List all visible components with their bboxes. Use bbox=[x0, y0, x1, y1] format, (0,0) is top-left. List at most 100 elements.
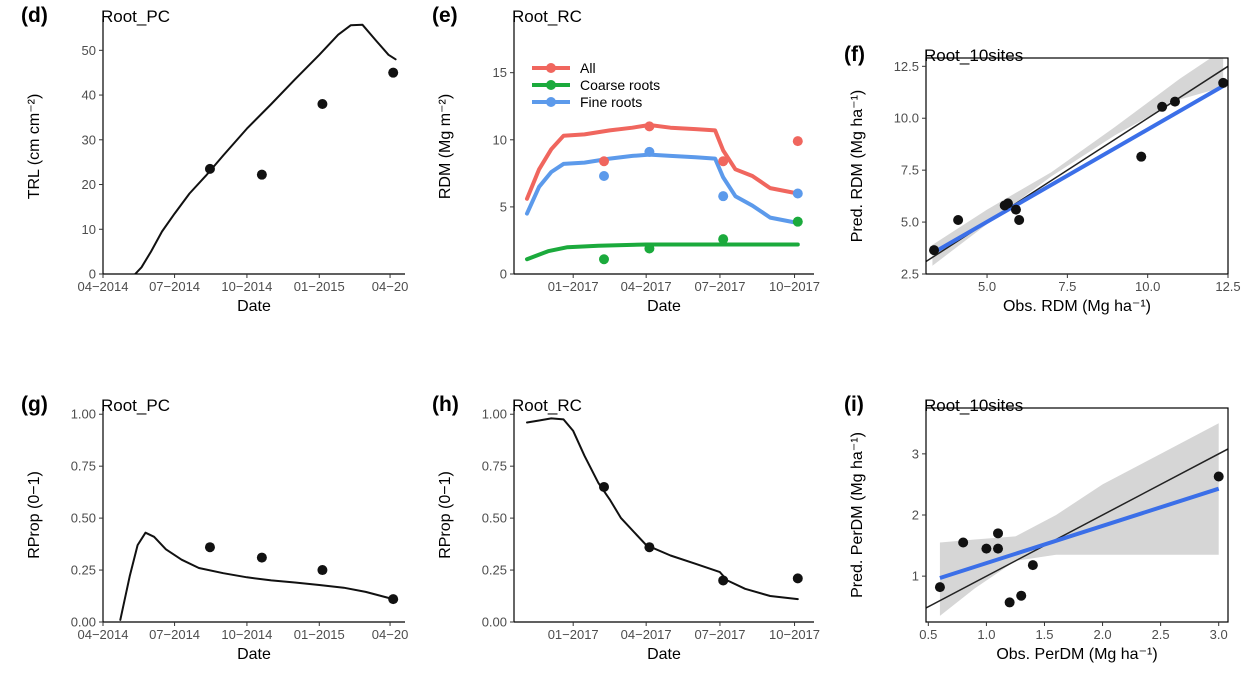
data-point-coarse bbox=[718, 234, 729, 245]
x-tick-label: 0.5 bbox=[919, 627, 937, 642]
data-point bbox=[929, 245, 940, 256]
data-point-obs bbox=[317, 99, 328, 109]
y-tick-label: 0.50 bbox=[71, 511, 96, 526]
series-line-model bbox=[119, 531, 395, 621]
panel-frame bbox=[925, 57, 1229, 275]
panel-h: (h) Root_RC 01−2017 04−2017 07−2017 10−2017 0.… bbox=[432, 393, 820, 663]
panel-label: (i) bbox=[844, 393, 864, 416]
confidence-band bbox=[939, 423, 1219, 616]
y-tick-label: 12.5 bbox=[894, 59, 919, 74]
x-axis-label: Date bbox=[647, 646, 681, 663]
data-point bbox=[953, 215, 964, 225]
plot-area bbox=[926, 423, 1228, 616]
data-point-fine bbox=[718, 191, 729, 202]
data-point bbox=[1136, 151, 1147, 162]
y-tick-label: 1 bbox=[912, 569, 919, 584]
x-tick-label: 10−2014 bbox=[221, 627, 272, 642]
y-tick-label: 7.5 bbox=[901, 163, 919, 178]
data-point-obs bbox=[204, 163, 215, 174]
series-line-coarse bbox=[525, 242, 800, 262]
panel-label: (g) bbox=[21, 393, 48, 416]
x-tick-label: 3.0 bbox=[1210, 627, 1228, 642]
data-point-all bbox=[792, 136, 803, 147]
panel-title: Root_10sites bbox=[924, 396, 1023, 415]
data-point bbox=[1169, 96, 1180, 107]
series-line-all bbox=[525, 123, 800, 201]
one-to-one-line bbox=[926, 448, 1228, 609]
legend-key-point bbox=[546, 97, 556, 107]
x-tick-label: 7.5 bbox=[1058, 279, 1076, 294]
x-tick-label: 01−2015 bbox=[294, 627, 345, 642]
y-tick-label: 40 bbox=[82, 88, 96, 103]
data-point-obs bbox=[388, 594, 399, 605]
x-tick-label: 04−20 bbox=[372, 627, 409, 642]
data-point-obs bbox=[718, 575, 729, 586]
y-tick-label: 1.00 bbox=[482, 407, 507, 422]
data-point-coarse bbox=[792, 216, 803, 227]
y-tick-label: 1.00 bbox=[71, 407, 96, 422]
data-point bbox=[1027, 560, 1038, 571]
panel-i: (i) Root_10sites 0.5 1.0 1.5 2.0 2.5 3.0 1 2 3 Obs.… bbox=[844, 393, 1229, 663]
x-axis-label: Obs. PerDM (Mg ha⁻¹) bbox=[996, 646, 1157, 663]
y-tick-label: 15 bbox=[493, 65, 507, 80]
data-point-fine bbox=[599, 171, 609, 182]
y-tick-label: 5.0 bbox=[901, 215, 919, 230]
y-tick-label: 2.5 bbox=[901, 267, 919, 282]
panel-title: Root_10sites bbox=[924, 46, 1023, 65]
x-tick-label: 07−2017 bbox=[694, 627, 745, 642]
data-point bbox=[1016, 590, 1027, 601]
y-tick-label: 0.00 bbox=[482, 615, 507, 630]
panel-g: (g) Root_PC 04−2014 07−2014 10−2014 01−2015 04… bbox=[21, 393, 408, 663]
data-point-obs bbox=[256, 169, 267, 180]
panel-f: (f) Root_10sites 5.0 7.5 10.0 12.5 2.5 5.0 7.5 10… bbox=[844, 43, 1241, 315]
plot-area bbox=[119, 531, 399, 621]
x-tick-label: 04−2017 bbox=[621, 279, 672, 294]
data-point-obs bbox=[317, 565, 328, 576]
legend-label: Coarse roots bbox=[580, 77, 660, 93]
plot-area bbox=[926, 58, 1228, 266]
panel-title: Root_PC bbox=[101, 396, 170, 415]
series-line-model bbox=[134, 23, 397, 274]
x-axis-label: Date bbox=[237, 646, 271, 663]
x-tick-label: 10−2014 bbox=[221, 279, 272, 294]
y-axis-label: Pred. PerDM (Mg ha⁻¹) bbox=[849, 432, 866, 598]
y-tick-label: 10.0 bbox=[894, 111, 919, 126]
x-axis-label: Obs. RDM (Mg ha⁻¹) bbox=[1003, 298, 1151, 315]
confidence-band bbox=[932, 58, 1224, 266]
data-point-all bbox=[644, 121, 655, 132]
data-point bbox=[1010, 204, 1021, 215]
legend-label: Fine roots bbox=[580, 94, 642, 110]
y-axis-label: TRL (cm cm⁻²) bbox=[26, 94, 43, 200]
y-tick-label: 30 bbox=[82, 132, 96, 147]
y-axis-label: Pred. RDM (Mg ha⁻¹) bbox=[849, 90, 866, 242]
x-tick-label: 01−2017 bbox=[548, 627, 599, 642]
x-tick-label: 04−2014 bbox=[78, 627, 129, 642]
series-line-model bbox=[526, 417, 799, 601]
x-tick-label: 1.0 bbox=[977, 627, 995, 642]
y-tick-label: 0.00 bbox=[71, 615, 96, 630]
series-line-fine bbox=[525, 152, 800, 225]
y-tick-label: 0.75 bbox=[71, 459, 96, 474]
data-point-fine bbox=[792, 188, 803, 199]
x-tick-label: 2.5 bbox=[1152, 627, 1170, 642]
data-point-obs bbox=[644, 542, 655, 553]
panel-label: (f) bbox=[844, 43, 865, 66]
data-point bbox=[993, 543, 1004, 554]
y-tick-label: 0 bbox=[500, 267, 507, 282]
x-tick-label: 5.0 bbox=[978, 279, 996, 294]
x-tick-label: 01−2015 bbox=[294, 279, 345, 294]
legend-label: All bbox=[580, 60, 596, 76]
y-tick-label: 10 bbox=[493, 132, 507, 147]
x-tick-label: 10.0 bbox=[1135, 279, 1160, 294]
x-tick-label: 04−2017 bbox=[621, 627, 672, 642]
legend-key-point bbox=[546, 63, 556, 73]
data-point bbox=[1213, 471, 1224, 482]
panel-title: Root_RC bbox=[512, 396, 582, 415]
data-point bbox=[1004, 597, 1015, 608]
data-point-coarse bbox=[644, 243, 655, 254]
x-tick-label: 04−20 bbox=[372, 279, 409, 294]
y-axis-label: RProp (0−1) bbox=[26, 471, 43, 559]
data-point-all bbox=[599, 156, 609, 167]
